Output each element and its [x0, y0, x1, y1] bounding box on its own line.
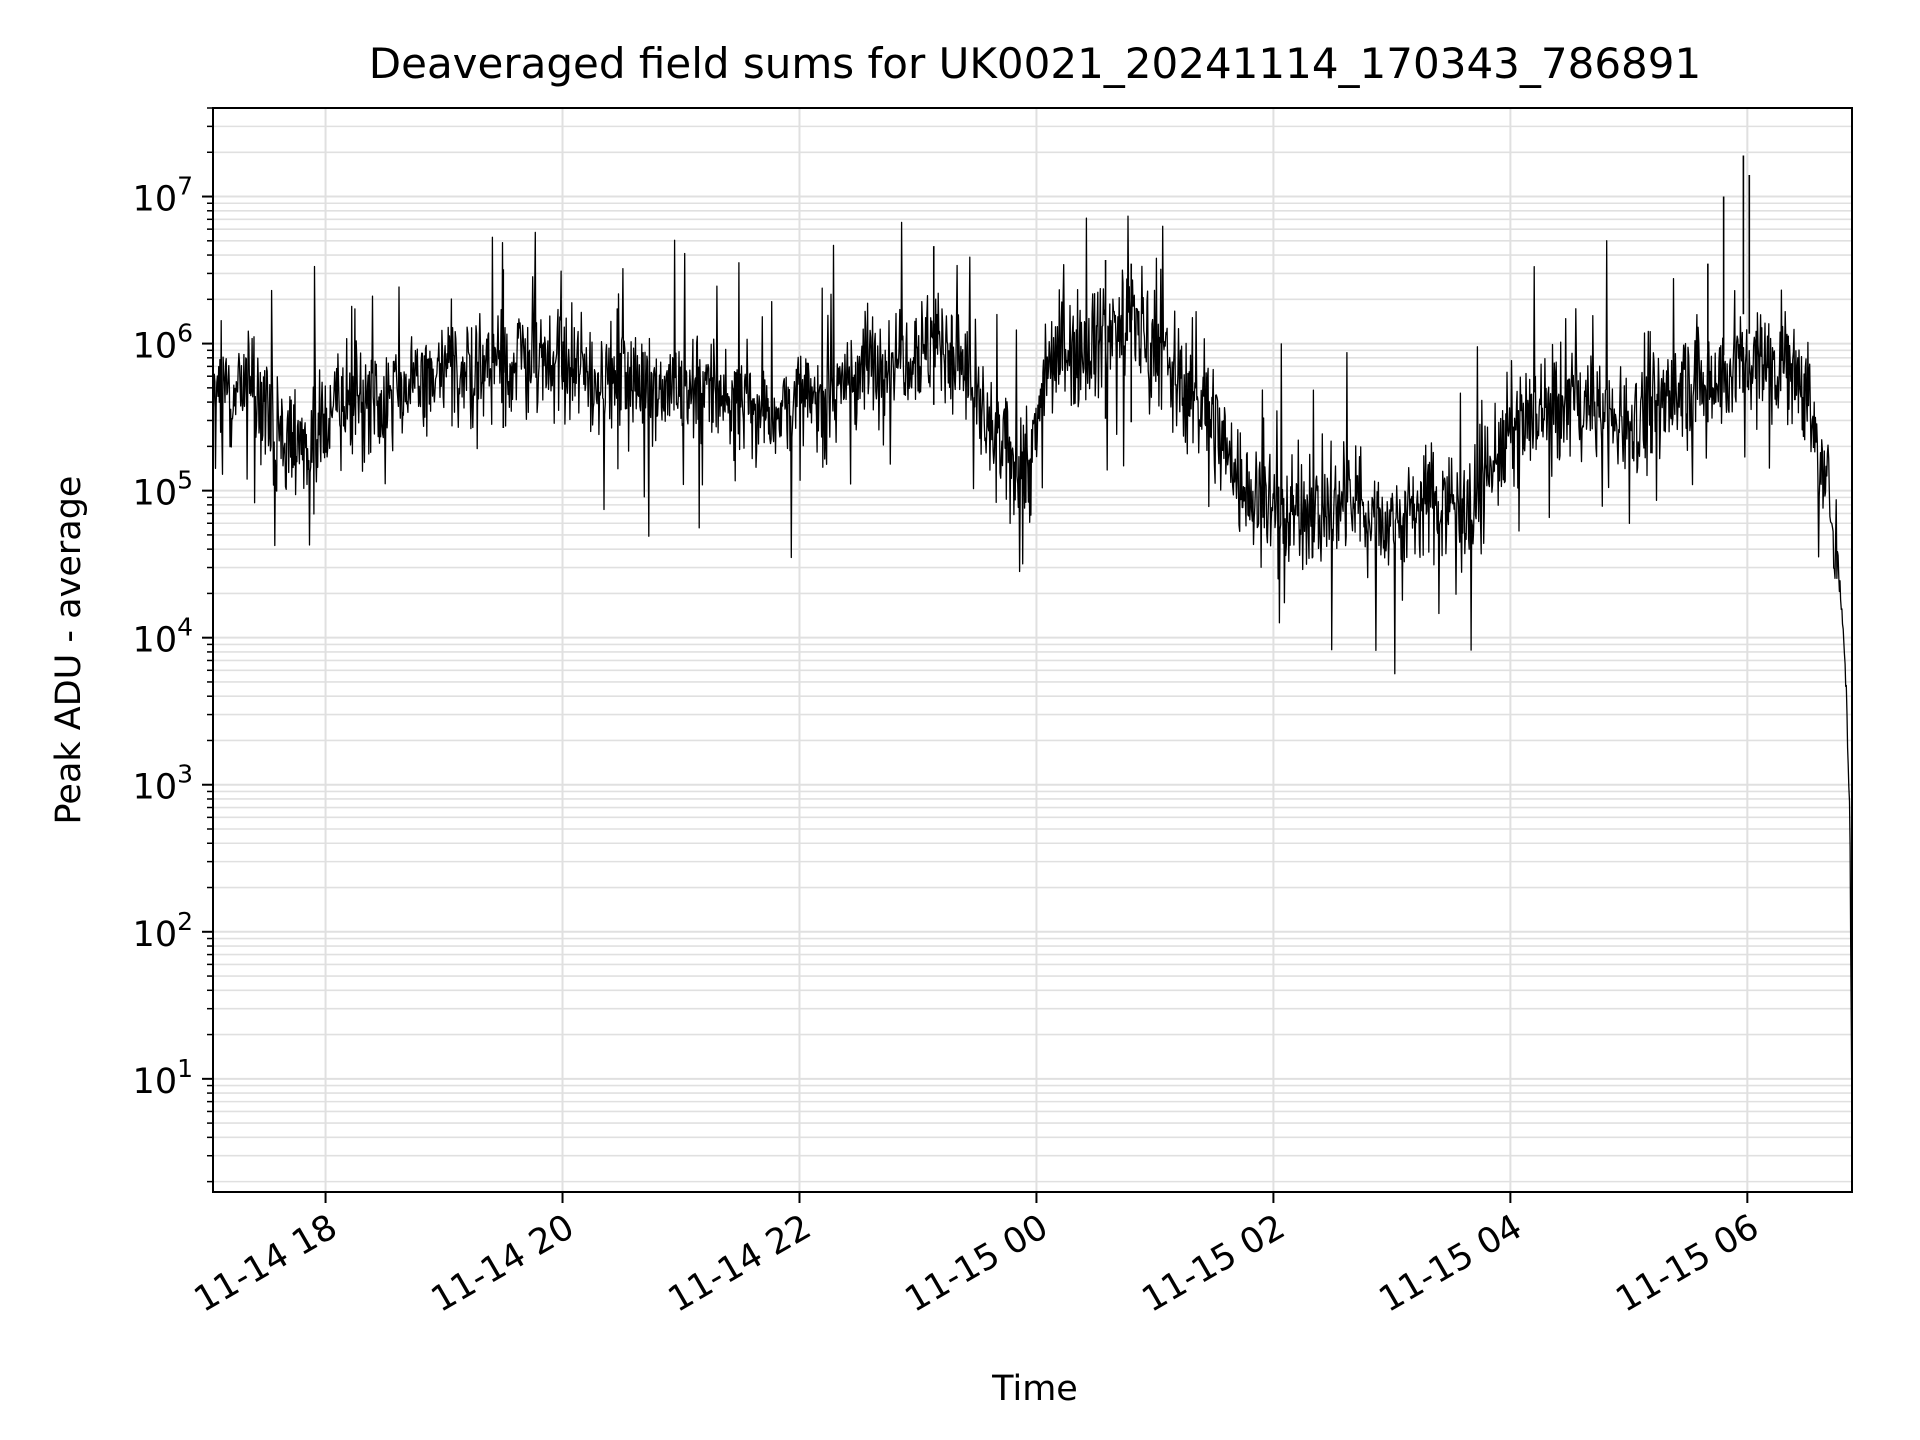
chart-title: Deaveraged field sums for UK0021_2024111…	[369, 39, 1701, 88]
plot-frame	[212, 107, 1853, 1193]
y-tick-label: 102	[133, 907, 193, 955]
y-axis-label: Peak ADU - average	[49, 476, 89, 825]
y-tick-label: 101	[133, 1054, 193, 1102]
y-tick-exponent: 5	[177, 466, 193, 495]
y-tick-base: 10	[133, 327, 178, 367]
y-tick-exponent: 3	[177, 760, 193, 789]
y-tick-label: 105	[133, 466, 193, 514]
y-tick-exponent: 1	[177, 1054, 193, 1083]
y-tick-label: 106	[133, 319, 193, 367]
series-group	[212, 155, 1853, 1136]
y-tick-exponent: 7	[177, 172, 193, 201]
y-tick-label: 107	[133, 172, 193, 220]
y-tick-label: 104	[133, 613, 193, 661]
y-tick-exponent: 2	[177, 907, 193, 936]
y-tick-base: 10	[133, 768, 178, 808]
y-tick-base: 10	[133, 474, 178, 514]
y-tick-base: 10	[133, 1062, 178, 1102]
x-axis-label: Time	[991, 1369, 1078, 1409]
y-tick-exponent: 6	[177, 319, 193, 348]
y-tick-base: 10	[133, 621, 178, 661]
series-line	[212, 215, 1853, 1136]
y-tick-base: 10	[133, 915, 178, 955]
y-tick-label: 103	[133, 760, 193, 808]
y-tick-base: 10	[133, 180, 178, 220]
y-tick-exponent: 4	[177, 613, 193, 642]
